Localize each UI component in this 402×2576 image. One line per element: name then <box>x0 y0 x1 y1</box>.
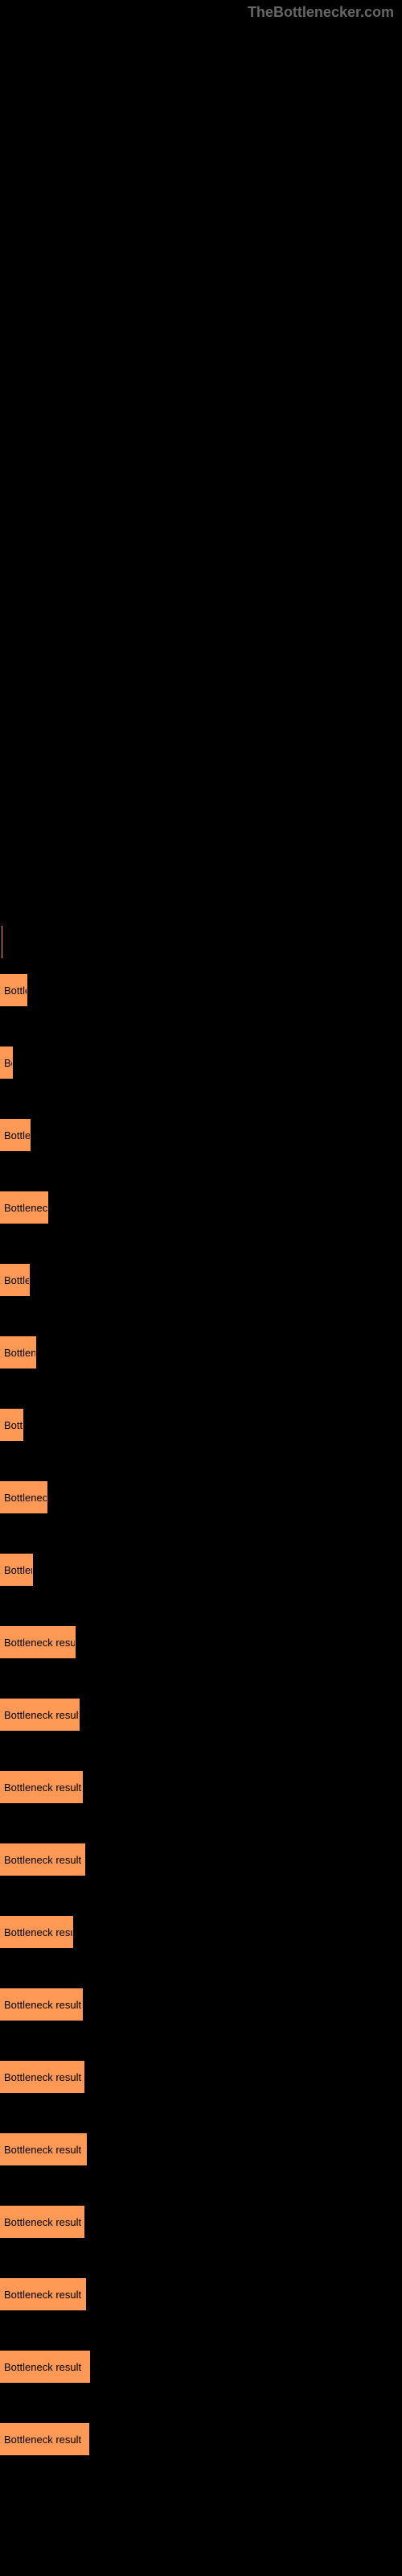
bar: Bottleneck result <box>0 2423 89 2455</box>
bar-row: Bottleneck result <box>0 1988 402 2021</box>
bar-row: Bottleneck result <box>0 1191 402 1224</box>
bar-label: Bottleneck result <box>4 1854 81 1866</box>
bar-row: Bottleneck result <box>0 2423 402 2455</box>
bar-label: Bottleneck result <box>4 1492 47 1504</box>
bar: Bottleneck result <box>0 1409 23 1441</box>
bar-row: Bottleneck result <box>0 1336 402 1368</box>
bar: Bottleneck result <box>0 1046 13 1079</box>
bar: Bottleneck result <box>0 2061 84 2093</box>
bar-label: Bottleneck result <box>4 2289 81 2301</box>
bar: Bottleneck result <box>0 1843 85 1876</box>
bar-label: Bottleneck result <box>4 2144 81 2156</box>
bar: Bottleneck result <box>0 1916 73 1948</box>
bar-label: Bottleneck result <box>4 1274 30 1286</box>
bar: Bottleneck result <box>0 1626 76 1658</box>
bar-row: Bottleneck result <box>0 2206 402 2238</box>
bar-label: Bottleneck result <box>4 1781 81 1794</box>
bar: Bottleneck result <box>0 2278 86 2310</box>
bar-chart: Bottleneck result Bottleneck result Bottle… <box>0 974 402 2496</box>
bar-label: Bottleneck result <box>4 2434 81 2446</box>
bar-row: Bottleneck result <box>0 1046 402 1079</box>
bar-row: Bottleneck result <box>0 1409 402 1441</box>
bar: Bottleneck result <box>0 1554 33 1586</box>
bar-label: Bottleneck result <box>4 1926 73 1938</box>
bar-row: Bottleneck result <box>0 974 402 1006</box>
bar: Bottleneck result <box>0 1119 31 1151</box>
bar-row: Bottleneck result <box>0 2278 402 2310</box>
bar-row: Bottleneck result <box>0 2351 402 2383</box>
bar-label: Bottleneck result <box>4 1709 80 1721</box>
bar: Bottleneck result <box>0 2133 87 2165</box>
bar: Bottleneck result <box>0 974 27 1006</box>
bar: Bottleneck result <box>0 1336 36 1368</box>
bar: Bottleneck result <box>0 2351 90 2383</box>
bar-row: Bottleneck result <box>0 1481 402 1513</box>
bar: Bottleneck result <box>0 1988 83 2021</box>
bar-row: Bottleneck result <box>0 2133 402 2165</box>
bar-row: Bottleneck result <box>0 1699 402 1731</box>
bar-label: Bottleneck result <box>4 2071 81 2083</box>
bar: Bottleneck result <box>0 2206 84 2238</box>
bar-row: Bottleneck result <box>0 1843 402 1876</box>
bar: Bottleneck result <box>0 1264 30 1296</box>
bar-label: Bottleneck result <box>4 1564 33 1576</box>
bar-label: Bottleneck result <box>4 2216 81 2228</box>
bar-row: Bottleneck result <box>0 1119 402 1151</box>
bar-label: Bottleneck result <box>4 1057 13 1069</box>
bar-row: Bottleneck result <box>0 1916 402 1948</box>
bar-label: Bottleneck result <box>4 1419 23 1431</box>
bar-label: Bottleneck result <box>4 985 27 997</box>
bar: Bottleneck result <box>0 1481 47 1513</box>
bar-row: Bottleneck result <box>0 1264 402 1296</box>
bar-label: Bottleneck result <box>4 2361 81 2373</box>
bar-label: Bottleneck result <box>4 1202 48 1214</box>
bar-label: Bottleneck result <box>4 1129 31 1141</box>
bar-row: Bottleneck result <box>0 1626 402 1658</box>
bar-label: Bottleneck result <box>4 1999 81 2011</box>
bar: Bottleneck result <box>0 1699 80 1731</box>
bar-label: Bottleneck result <box>4 1347 36 1359</box>
bar: Bottleneck result <box>0 1191 48 1224</box>
bar-row: Bottleneck result <box>0 1554 402 1586</box>
bar-row: Bottleneck result <box>0 2061 402 2093</box>
bar-label: Bottleneck result <box>4 1637 76 1649</box>
bar-row: Bottleneck result <box>0 1771 402 1803</box>
watermark-text: TheBottlenecker.com <box>248 4 394 21</box>
bar: Bottleneck result <box>0 1771 83 1803</box>
